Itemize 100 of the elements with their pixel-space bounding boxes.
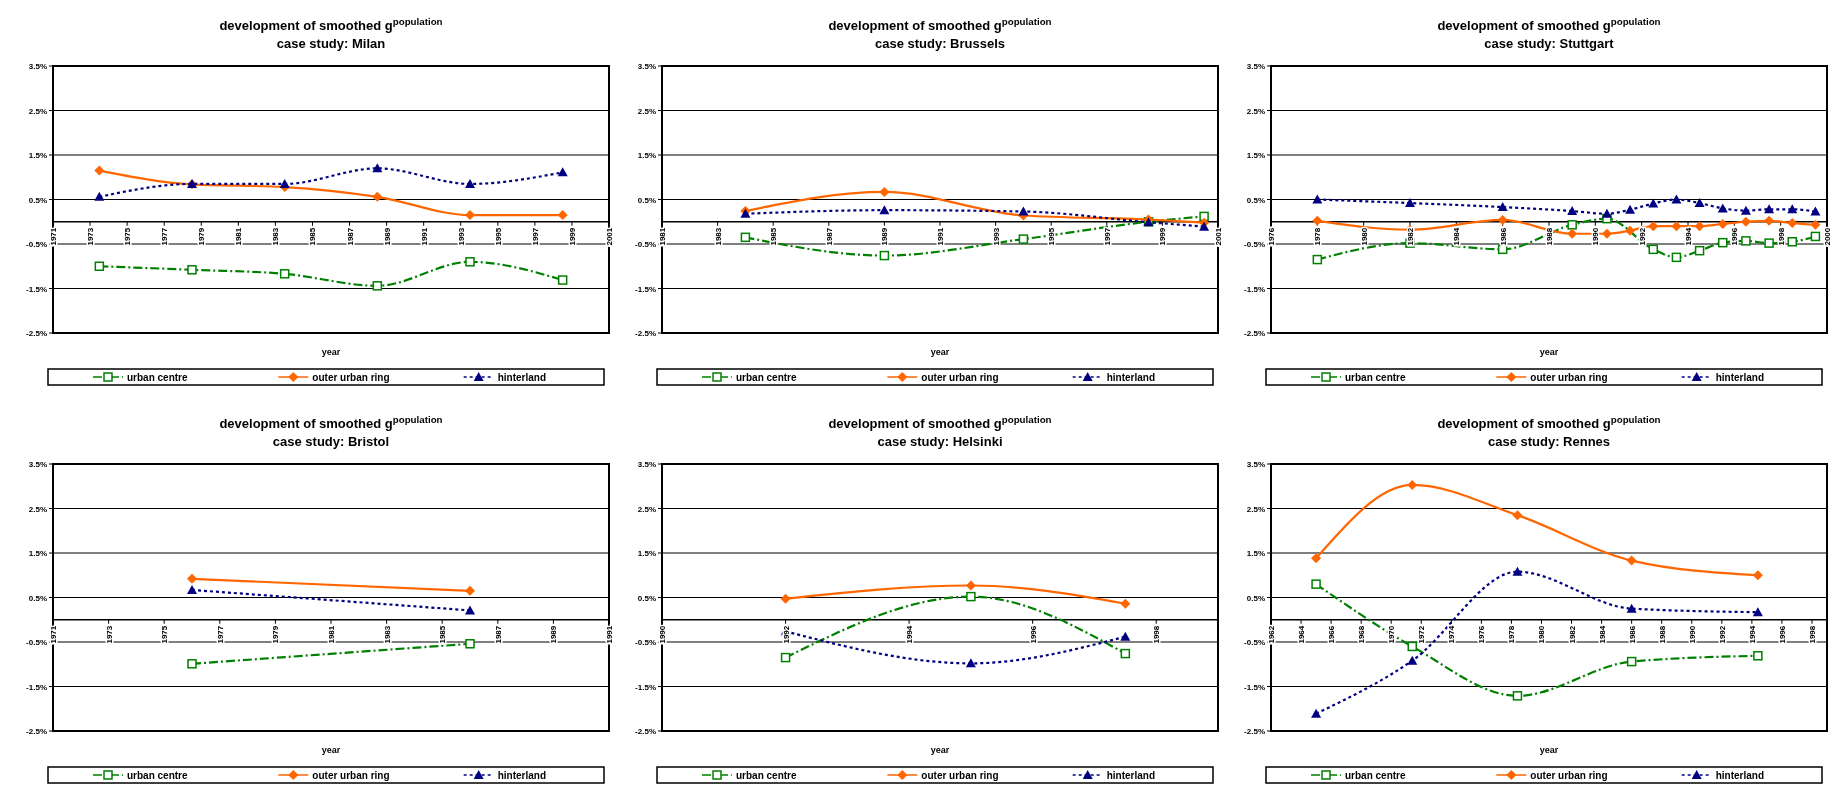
x-tick-label: 1985 <box>308 227 318 246</box>
x-tick-label: 1978 <box>1313 227 1323 246</box>
y-tick-label: -1.5% <box>635 284 656 294</box>
y-tick-label: 3.5% <box>637 62 656 71</box>
y-tick-label: -0.5% <box>635 638 656 647</box>
x-tick-label: 1971 <box>49 227 58 246</box>
x-tick-label: 1994 <box>1684 227 1693 246</box>
x-tick-label: 1974 <box>1447 625 1457 644</box>
x-tick-label: 1982 <box>1406 227 1415 246</box>
x-tick-label: 1991 <box>936 227 945 246</box>
legend-label: urban centre <box>736 770 798 781</box>
x-tick-label: 1983 <box>271 227 281 246</box>
x-tick-label: 1992 <box>1637 227 1647 246</box>
x-tick-label: 1970 <box>1387 625 1397 644</box>
x-tick-label: 1992 <box>781 625 791 644</box>
x-tick-label: 1978 <box>1507 625 1517 644</box>
legend-label: urban centre <box>127 372 189 383</box>
y-tick-label: -1.5% <box>1244 682 1265 692</box>
y-tick-label: -0.5% <box>1244 240 1265 249</box>
chart-title: development of smoothed g$^{population}$ <box>219 413 443 431</box>
x-tick-label: 1986 <box>1498 227 1508 246</box>
x-tick-label: 1977 <box>215 625 225 644</box>
x-axis-title: year <box>1539 745 1559 755</box>
chart-subtitle: case study: Stuttgart <box>1484 36 1615 51</box>
x-tick-label: 1987 <box>493 625 503 644</box>
y-tick-label: -1.5% <box>26 284 47 294</box>
y-tick-label: 0.5% <box>637 593 656 603</box>
x-tick-label: 1973 <box>104 625 114 644</box>
x-tick-label: 1990 <box>1687 625 1697 644</box>
x-axis-title: year <box>1539 347 1559 357</box>
x-tick-label: 1968 <box>1357 625 1367 644</box>
x-tick-label: 1991 <box>605 625 614 644</box>
chart-title: development of smoothed g$^{population}$ <box>828 413 1052 431</box>
legend-label: hinterland <box>497 770 547 781</box>
y-tick-label: 3.5% <box>637 460 656 469</box>
x-tick-label: 1973 <box>86 227 96 246</box>
y-tick-label: -2.5% <box>635 727 656 736</box>
chart-subtitle: case study: Rennes <box>1487 434 1611 449</box>
y-tick-label: 0.5% <box>28 195 47 205</box>
y-tick-label: 1.5% <box>28 151 47 160</box>
y-tick-label: 2.5% <box>28 504 47 514</box>
chart-title: development of smoothed g$^{population}$ <box>1437 413 1661 431</box>
x-tick-label: 1990 <box>658 625 667 644</box>
y-tick-label: -2.5% <box>26 329 47 338</box>
x-tick-label: 1980 <box>1537 625 1547 644</box>
x-tick-label: 1999 <box>1158 227 1168 246</box>
legend-label: outer urban ring <box>921 372 999 383</box>
y-tick-label: -0.5% <box>26 240 47 249</box>
x-tick-label: 1984 <box>1452 227 1462 246</box>
chart-title: development of smoothed g$^{population}$ <box>1437 15 1661 33</box>
y-tick-label: 3.5% <box>1246 460 1265 469</box>
x-tick-label: 1972 <box>1417 625 1427 644</box>
x-tick-label: 1989 <box>549 625 559 644</box>
y-tick-label: -1.5% <box>26 682 47 692</box>
x-tick-label: 1988 <box>1545 227 1554 246</box>
y-tick-label: -0.5% <box>635 240 656 249</box>
x-tick-label: 1981 <box>327 625 336 644</box>
y-tick-label: -2.5% <box>1244 727 1265 736</box>
x-tick-label: 2000 <box>1823 227 1832 246</box>
legend-label: outer urban ring <box>312 770 390 781</box>
legend-label: urban centre <box>127 770 189 781</box>
x-tick-label: 1993 <box>991 227 1001 246</box>
x-tick-label: 1994 <box>905 625 915 644</box>
x-tick-label: 1999 <box>567 227 577 246</box>
y-tick-label: -2.5% <box>26 727 47 736</box>
y-tick-label: -0.5% <box>1244 638 1265 647</box>
y-tick-label: 2.5% <box>1246 504 1265 514</box>
y-tick-label: 2.5% <box>637 106 656 116</box>
x-tick-label: 1989 <box>880 227 890 246</box>
x-tick-label: 1971 <box>49 625 58 644</box>
x-axis-title: year <box>930 347 950 357</box>
x-tick-label: 1994 <box>1747 625 1757 644</box>
y-tick-label: -2.5% <box>635 329 656 338</box>
y-tick-label: 0.5% <box>1246 593 1265 603</box>
x-tick-label: 1983 <box>382 625 392 644</box>
y-tick-label: 2.5% <box>28 106 47 116</box>
x-tick-label: 1995 <box>493 227 503 246</box>
chart-subtitle: case study: Milan <box>276 36 386 51</box>
x-axis-title: year <box>321 745 341 755</box>
x-tick-label: 1977 <box>160 227 170 246</box>
legend-label: outer urban ring <box>1530 372 1608 383</box>
chart-subtitle: case study: Bristol <box>272 434 390 449</box>
x-tick-label: 1998 <box>1776 227 1786 246</box>
x-tick-label: 1990 <box>1591 227 1601 246</box>
x-tick-label: 1989 <box>382 227 392 246</box>
y-tick-label: 0.5% <box>637 195 656 205</box>
y-tick-label: 1.5% <box>637 549 656 558</box>
x-tick-label: 1987 <box>345 227 355 246</box>
x-tick-label: 1988 <box>1657 625 1667 644</box>
x-tick-label: 1998 <box>1152 625 1162 644</box>
chart-title: development of smoothed g$^{population}$ <box>828 15 1052 33</box>
y-tick-label: 0.5% <box>1246 195 1265 205</box>
y-tick-label: -2.5% <box>1244 329 1265 338</box>
x-tick-label: 1984 <box>1597 625 1607 644</box>
chart-subtitle: case study: Helsinki <box>877 434 1003 449</box>
x-tick-label: 1985 <box>769 227 779 246</box>
legend-label: outer urban ring <box>312 372 390 383</box>
chart-title: development of smoothed g$^{population}$ <box>219 15 443 33</box>
y-tick-label: 2.5% <box>637 504 656 514</box>
legend-label: hinterland <box>1106 770 1156 781</box>
